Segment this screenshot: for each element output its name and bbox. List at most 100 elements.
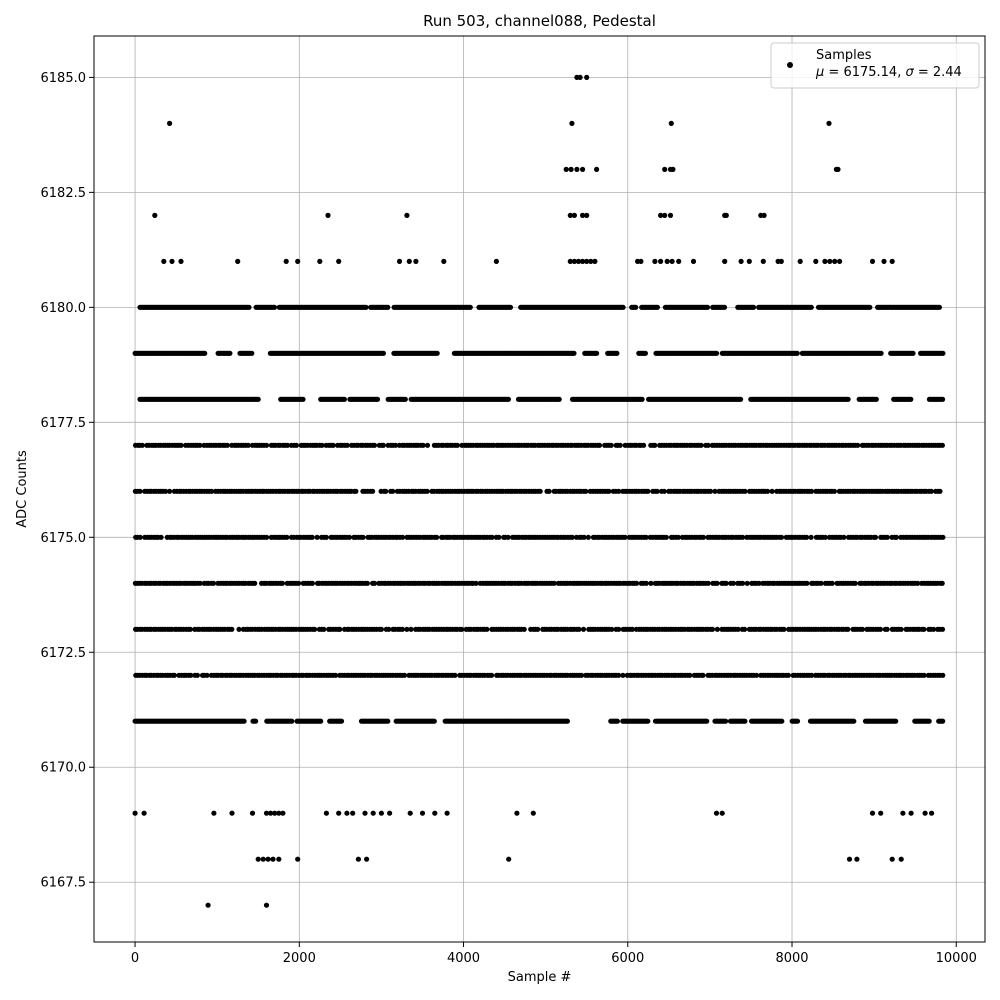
data-point	[141, 810, 147, 816]
data-point	[936, 304, 943, 310]
x-tick-label: 6000	[611, 951, 644, 966]
data-point	[441, 258, 447, 264]
data-point	[194, 672, 200, 678]
data-point	[252, 580, 258, 586]
data-point	[614, 350, 620, 356]
data-point	[325, 212, 331, 218]
data-point	[204, 672, 210, 678]
data-point	[908, 810, 914, 816]
data-point	[362, 810, 368, 816]
y-tick-label: 6180.0	[41, 301, 87, 316]
data-point	[505, 396, 511, 402]
data-point	[639, 396, 645, 402]
data-point	[658, 258, 664, 264]
data-point	[137, 488, 143, 494]
data-point	[344, 810, 350, 816]
data-point	[197, 580, 203, 586]
data-point	[893, 718, 899, 724]
data-point	[739, 534, 746, 540]
data-point	[852, 580, 858, 586]
data-point	[616, 488, 622, 494]
data-point	[171, 672, 177, 678]
data-point	[937, 488, 943, 494]
x-tick-label: 2000	[283, 951, 316, 966]
data-point	[781, 626, 787, 632]
data-point	[756, 580, 762, 586]
legend-sigma-value: = 2.44	[914, 65, 962, 80]
data-point	[400, 534, 406, 540]
data-point	[832, 258, 838, 264]
data-point	[915, 580, 921, 586]
data-point	[822, 258, 828, 264]
data-point	[424, 488, 430, 494]
data-point	[493, 258, 499, 264]
data-point	[571, 350, 577, 356]
data-point	[804, 534, 810, 540]
chart-title: Run 503, channel088, Pedestal	[423, 12, 656, 30]
data-point	[568, 166, 574, 172]
data-point	[399, 626, 405, 632]
data-point	[454, 442, 460, 448]
data-point	[638, 258, 644, 264]
data-point	[255, 856, 261, 862]
data-point	[616, 626, 622, 632]
data-point	[336, 810, 342, 816]
data-point	[360, 534, 366, 540]
data-point	[910, 350, 916, 356]
data-point	[387, 810, 393, 816]
data-point	[132, 810, 138, 816]
y-tick-label: 6170.0	[41, 761, 87, 776]
data-point	[263, 902, 270, 908]
data-point	[809, 488, 815, 494]
data-point	[827, 258, 833, 264]
data-point	[846, 856, 853, 862]
data-point	[567, 258, 573, 264]
data-point	[753, 672, 760, 678]
data-point	[594, 350, 600, 356]
data-point	[270, 856, 276, 862]
y-tick-label: 6185.0	[41, 71, 87, 86]
data-point	[374, 396, 381, 402]
data-point	[797, 258, 803, 264]
data-point	[489, 672, 495, 678]
data-point	[260, 856, 266, 862]
data-point	[178, 442, 184, 448]
data-point	[245, 442, 251, 448]
data-point	[921, 626, 927, 632]
data-point	[346, 534, 352, 540]
data-point	[535, 626, 541, 632]
data-point	[614, 718, 621, 724]
data-point	[431, 718, 437, 724]
data-point	[872, 534, 879, 540]
data-point	[289, 718, 295, 724]
data-point	[658, 212, 664, 218]
data-point	[584, 212, 590, 218]
legend-mu-value: = 6175.14,	[824, 65, 905, 80]
data-point	[669, 258, 675, 264]
data-point	[378, 810, 384, 816]
data-point	[707, 488, 714, 494]
data-point	[318, 718, 324, 724]
data-point	[378, 626, 384, 632]
data-point	[255, 396, 261, 402]
data-point	[661, 488, 667, 494]
data-point	[268, 810, 274, 816]
data-point	[309, 580, 315, 586]
data-point	[826, 120, 832, 126]
data-point	[169, 258, 175, 264]
x-tick-label: 8000	[775, 951, 808, 966]
data-point	[323, 534, 329, 540]
data-point	[881, 258, 887, 264]
data-point	[867, 304, 873, 310]
data-point	[571, 212, 578, 218]
data-point	[386, 626, 392, 632]
data-point	[629, 626, 635, 632]
data-point	[785, 672, 792, 678]
data-point	[859, 626, 866, 632]
data-point	[279, 580, 285, 586]
data-point	[878, 810, 884, 816]
data-point	[705, 442, 711, 448]
data-point	[263, 810, 270, 816]
data-point	[514, 810, 520, 816]
data-point	[364, 580, 370, 586]
